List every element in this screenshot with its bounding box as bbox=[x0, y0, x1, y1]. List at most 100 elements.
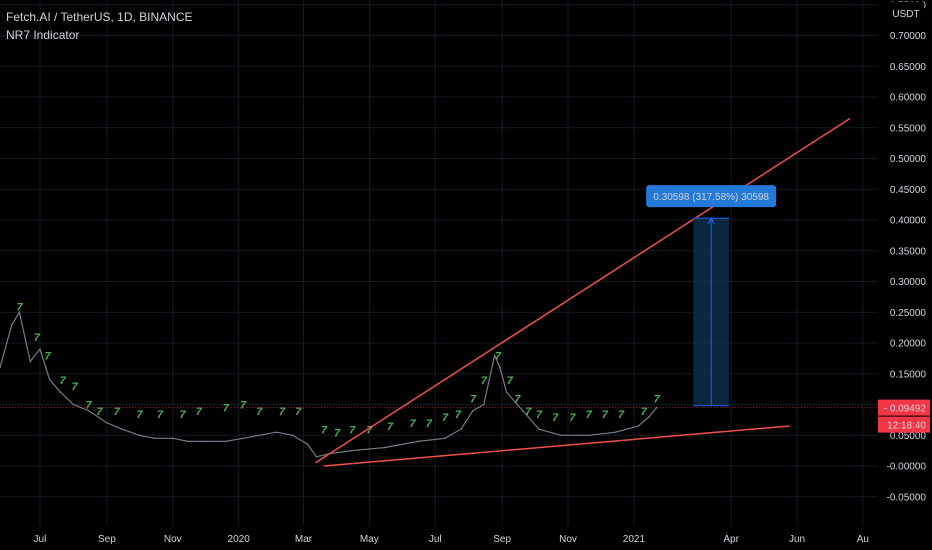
price-tick-label: 0.35000 bbox=[890, 246, 927, 257]
price-tick-label: -0.05000 bbox=[887, 492, 927, 503]
price-tick-label: 0.30000 bbox=[890, 277, 927, 288]
nr7-marker: 7 bbox=[618, 409, 625, 421]
nr7-marker: 7 bbox=[34, 332, 41, 344]
price-point bbox=[587, 434, 590, 437]
price-point bbox=[138, 434, 141, 437]
price-point bbox=[187, 440, 189, 443]
price-point bbox=[315, 455, 318, 458]
nr7-marker: 7 bbox=[654, 394, 661, 406]
price-point bbox=[499, 366, 501, 369]
nr7-marker: 7 bbox=[470, 394, 477, 406]
price-point bbox=[204, 440, 206, 443]
nr7-marker: 7 bbox=[136, 409, 143, 421]
time-tick-label: Mar bbox=[295, 534, 313, 545]
trendlines[interactable] bbox=[314, 117, 851, 467]
price-point bbox=[59, 391, 62, 394]
time-tick-label: Jul bbox=[429, 534, 442, 545]
time-tick-label: Au bbox=[857, 534, 869, 545]
nr7-marker: 7 bbox=[569, 412, 576, 424]
measure-arrow-head bbox=[707, 217, 715, 225]
nr7-marker: 7 bbox=[525, 406, 532, 418]
last-price-badge bbox=[878, 399, 930, 416]
price-tick-label: 0.45000 bbox=[890, 185, 927, 196]
grid bbox=[0, 0, 878, 526]
nr7-marker: 7 bbox=[536, 409, 543, 421]
currency-label-bg bbox=[888, 2, 924, 24]
price-tick-label: 0.25000 bbox=[890, 308, 927, 319]
nr7-marker: 7 bbox=[196, 406, 203, 418]
price-point bbox=[472, 409, 474, 412]
price-point bbox=[0, 366, 1, 369]
price-tick-label: 0.70000 bbox=[890, 31, 927, 42]
price-tick-label: 0.20000 bbox=[890, 339, 927, 350]
measure-label: 0.30598 (317.58%) 30598 bbox=[653, 192, 769, 203]
nr7-marker: 7 bbox=[349, 424, 356, 436]
nr7-marker: 7 bbox=[514, 394, 521, 406]
nr7-marker: 7 bbox=[586, 409, 593, 421]
nr7-marker: 7 bbox=[60, 375, 67, 387]
price-axis-bg bbox=[878, 0, 932, 550]
price-tick-label: 0.65000 bbox=[890, 62, 927, 73]
price-point bbox=[153, 437, 156, 440]
time-tick-label: May bbox=[360, 534, 379, 545]
price-point bbox=[242, 437, 244, 440]
nr7-marker: 7 bbox=[455, 409, 462, 421]
price-point bbox=[521, 409, 524, 412]
time-tick-label: Nov bbox=[164, 534, 182, 545]
price-point bbox=[48, 379, 51, 381]
nr7-marker: 7 bbox=[45, 350, 52, 362]
nr7-marker: 7 bbox=[240, 400, 247, 412]
nr7-marker: 7 bbox=[114, 406, 121, 418]
trendline-2[interactable] bbox=[323, 425, 790, 467]
price-point bbox=[39, 348, 41, 350]
nr7-marker: 7 bbox=[256, 406, 263, 418]
time-tick-label: Nov bbox=[559, 534, 577, 545]
price-point bbox=[121, 428, 123, 430]
nr7-marker: 7 bbox=[321, 424, 328, 436]
nr7-marker: 7 bbox=[481, 375, 488, 387]
price-tick-label: 0.50000 bbox=[890, 154, 927, 165]
nr7-marker: 7 bbox=[552, 412, 559, 424]
price-point bbox=[11, 323, 13, 326]
price-point bbox=[614, 431, 617, 433]
nr7-marker: 7 bbox=[387, 421, 394, 433]
nr7-marker: 7 bbox=[157, 409, 164, 421]
nr7-marker: 7 bbox=[334, 427, 341, 439]
nr7-marker: 7 bbox=[180, 409, 187, 421]
price-point bbox=[291, 434, 294, 437]
price-tick-label: -0.00000 bbox=[887, 462, 927, 473]
time-tick-label: Sep bbox=[98, 534, 116, 545]
nr7-marker: 7 bbox=[641, 406, 648, 418]
price-point bbox=[493, 354, 496, 357]
time-axis[interactable]: Jul Sep Nov 2020 Mar May Jul Sep Nov 2021 Apr Jun Au bbox=[0, 526, 932, 550]
time-tick-label: Jun bbox=[789, 534, 805, 545]
price-point bbox=[106, 422, 108, 424]
price-tick-label: 0.55000 bbox=[890, 123, 927, 134]
price-point bbox=[417, 440, 419, 443]
currency-label: USDT bbox=[892, 9, 919, 20]
price-tick-label: 0.15000 bbox=[890, 369, 927, 380]
time-tick-label: 2020 bbox=[228, 534, 251, 545]
price-point bbox=[505, 391, 508, 394]
price-range-measure[interactable]: 0.30598 (317.58%) 30598 bbox=[646, 185, 777, 407]
indicator-title[interactable]: NR7 Indicator bbox=[6, 28, 80, 42]
price-point bbox=[444, 437, 446, 440]
price-point bbox=[29, 360, 32, 363]
price-point bbox=[648, 416, 650, 418]
symbol-title[interactable]: Fetch.AI / TetherUS, 1D, BINANCE bbox=[6, 10, 193, 24]
price-point bbox=[460, 428, 462, 430]
nr7-marker: 7 bbox=[410, 418, 417, 430]
price-point bbox=[72, 403, 75, 406]
time-tick-label: Jul bbox=[34, 534, 47, 545]
price-point bbox=[383, 446, 386, 449]
price-point bbox=[18, 311, 21, 314]
price-point bbox=[224, 440, 227, 443]
price-point bbox=[351, 449, 353, 452]
price-line bbox=[0, 310, 658, 458]
nr7-marker: 7 bbox=[16, 301, 23, 313]
trendline-1[interactable] bbox=[314, 117, 851, 464]
price-point bbox=[559, 434, 562, 437]
